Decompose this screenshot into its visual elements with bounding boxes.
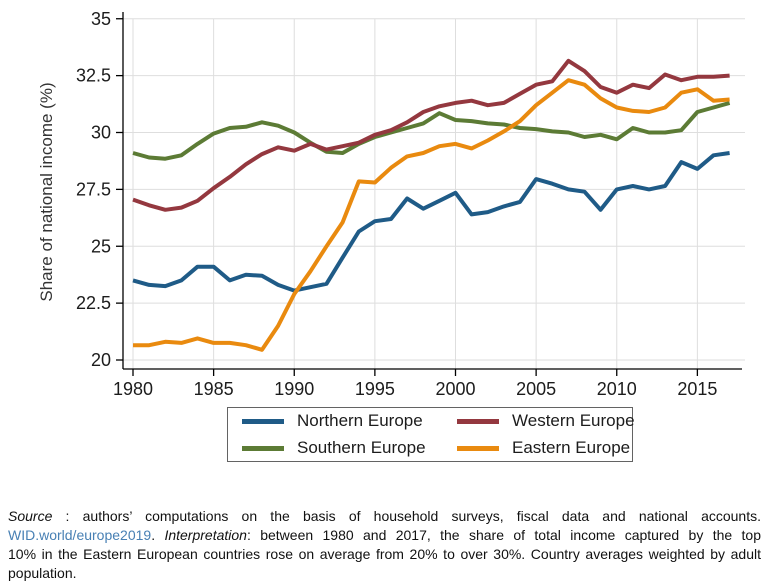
caption-text: : between 1980 and 2017, the share of to… [246,527,762,543]
y-tick-label: 32.5 [76,66,111,86]
legend: Northern Europe Western Europe Southern … [227,407,635,462]
line-western-europe [132,58,730,212]
wid-world-link[interactable]: WID.world/europe2019 [8,527,152,543]
x-tick-label: 1995 [355,379,395,399]
y-axis-label: Share of national income (%) [37,82,56,301]
x-tick-label: 1980 [113,379,153,399]
source-note: Source : authors’ computations on the ba… [8,507,761,583]
eastern-europe-line-swatch-icon [457,445,499,451]
caption-line: WID.world/europe2019. Interpretation: be… [8,526,761,545]
y-tick-label: 22.5 [76,293,111,313]
caption-text: population. [8,565,77,581]
y-tick-label: 25 [91,236,111,256]
line-eastern-europe [133,78,730,352]
y-tick-label: 35 [91,9,111,29]
series-lines [132,58,731,352]
legend-item-northern-europe: Northern Europe [242,410,457,432]
y-tick-label: 20 [91,350,111,370]
legend-item-western-europe: Western Europe [457,410,635,432]
caption-line: Source : authors’ computations on the ba… [8,507,761,526]
caption-text: authors’ computations on the basis of ho… [82,508,761,524]
caption-text: . [151,527,165,543]
southern-europe-line-swatch-icon [242,445,284,451]
x-tick-label: 1990 [274,379,314,399]
x-tick-label: 2005 [516,379,556,399]
caption-text: 10% in the Eastern European countries ro… [8,546,761,562]
x-tick-label: 1985 [194,379,234,399]
caption-text: : [52,508,83,524]
legend-item-eastern-europe: Eastern Europe [457,437,635,459]
line-northern-europe [132,151,730,293]
caption-line: 10% in the Eastern European countries ro… [8,545,761,564]
legend-item-southern-europe: Southern Europe [242,437,457,459]
x-tick-label: 2000 [435,379,475,399]
gridlines [123,18,745,369]
axes [116,12,742,376]
income-share-line-chart: 20 22.5 25 27.5 30 32.5 35 1980 1985 1990 1995 2000… [37,9,745,399]
line-southern-europe [132,100,731,161]
legend-label-eastern-europe: Eastern Europe [512,438,631,457]
y-tick-label: 30 [91,123,111,143]
legend-label-western-europe: Western Europe [512,411,635,430]
legend-label-northern-europe: Northern Europe [297,411,423,430]
tick-labels: 20 22.5 25 27.5 30 32.5 35 1980 1985 1990 1995 2000… [76,9,717,399]
caption-line: population. [8,564,761,583]
legend-label-southern-europe: Southern Europe [297,438,426,457]
x-tick-label: 2015 [677,379,717,399]
western-europe-line-swatch-icon [457,418,499,424]
caption-italic-word: Interpretation [164,527,247,543]
y-tick-label: 27.5 [76,179,111,199]
caption-italic-word: Source [8,508,53,524]
x-tick-label: 2010 [597,379,637,399]
northern-europe-line-swatch-icon [242,418,284,424]
